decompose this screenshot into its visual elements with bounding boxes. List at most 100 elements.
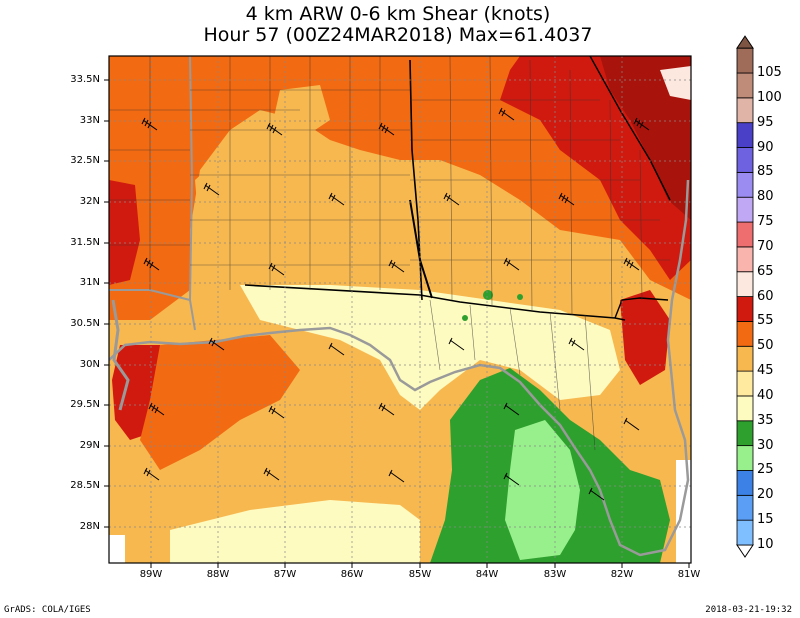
- chart-subtitle: Hour 57 (00Z24MAR2018) Max=61.4037: [203, 24, 593, 46]
- no-data-left: [109, 535, 125, 563]
- barb-row-6: [143, 467, 605, 501]
- shear-30-region: [505, 420, 580, 560]
- colorbar-tick-label: 35: [757, 412, 774, 428]
- colorbar-tick-label: 105: [757, 65, 782, 80]
- colorbar-segment: [736, 221, 754, 248]
- lon-label: 82W: [610, 569, 634, 580]
- coastline: [109, 179, 690, 557]
- state-border-fl-ga-east: [614, 297, 669, 319]
- colorbar-segment: [736, 519, 754, 546]
- footer-timestamp: 2018-03-21-19:32: [705, 605, 792, 615]
- chart-title: 4 km ARW 0-6 km Shear (knots): [245, 3, 551, 25]
- lat-label: 33N: [79, 115, 100, 126]
- colorbar-tick-label: 85: [757, 164, 774, 180]
- colorbar-segment: [736, 72, 754, 99]
- colorbar-tick-label: 95: [757, 114, 774, 130]
- shear-45-patch-ms: [195, 140, 480, 290]
- colorbar-tick-label: 75: [757, 214, 774, 230]
- state-border-ga-sc: [589, 56, 671, 201]
- lat-label: 29N: [79, 440, 100, 451]
- colorbar-tick-label: 10: [757, 537, 774, 552]
- colorbar-segment: [736, 445, 754, 471]
- lat-label: 31N: [79, 277, 100, 288]
- state-border-ms-al: [188, 56, 196, 331]
- colorbar-segment: [736, 395, 754, 422]
- colorbar-segment: [736, 345, 754, 372]
- colorbar-tick-label: 30: [757, 437, 774, 453]
- lon-label: 81W: [677, 569, 701, 580]
- colorbar-segment: [736, 370, 754, 397]
- colorbar-segment: [736, 494, 754, 521]
- shear-55-region-fl: [620, 290, 670, 385]
- shear-50-region-gulf: [140, 335, 300, 470]
- barb-row-3: [143, 257, 640, 276]
- colorbar-tick-label: 60: [757, 288, 774, 304]
- lat-label: 31.5N: [70, 237, 100, 248]
- colorbar-tick-label: 20: [757, 487, 774, 503]
- wind-barbs: [141, 107, 650, 501]
- colorbar-tick-label: 45: [757, 363, 774, 379]
- boundaries: [109, 56, 690, 557]
- shear-60-spot: [660, 66, 691, 100]
- lat-label: 32N: [79, 196, 100, 207]
- colorbar-segment: [736, 171, 754, 198]
- county-lines: [109, 56, 670, 451]
- colorbar-tick-label: 80: [757, 189, 774, 205]
- colorbar-segment: [736, 47, 754, 74]
- graticule: [109, 56, 691, 563]
- lat-label: 28.5N: [70, 480, 100, 491]
- shear-field: [109, 56, 691, 563]
- lat-label: 30.5N: [70, 318, 100, 329]
- lon-label: 86W: [340, 569, 364, 580]
- lat-label: 33.5N: [70, 74, 100, 85]
- shear-35-spot-1: [483, 290, 493, 300]
- river-west: [111, 299, 130, 411]
- colorbar-tick-label: 90: [757, 139, 774, 155]
- river-east: [409, 199, 433, 299]
- shear-35-spot-3: [462, 315, 468, 321]
- colorbar-tick-label: 55: [757, 313, 774, 329]
- colorbar-tick-label: 40: [757, 387, 774, 403]
- colorbar-segment: [736, 147, 754, 173]
- colorbar-segment: [736, 321, 754, 347]
- colorbar-tick-label: 15: [757, 512, 774, 528]
- colorbar-segment: [736, 97, 754, 124]
- state-border-fl: [244, 284, 626, 321]
- colorbar-segment: [736, 296, 754, 322]
- colorbar-end-high: [736, 35, 754, 49]
- barb-row-1: [141, 107, 650, 136]
- barb-row-4: [208, 337, 585, 356]
- colorbar: [736, 35, 754, 558]
- lon-label: 89W: [139, 569, 163, 580]
- shear-55-region-ne2: [600, 56, 691, 220]
- shear-55-region-west: [109, 180, 140, 285]
- axis-ticks: [104, 79, 690, 568]
- colorbar-segment: [736, 122, 754, 148]
- barb-row-2: [203, 182, 575, 206]
- lat-label: 29.5N: [70, 399, 100, 410]
- lat-label: 30N: [79, 359, 100, 370]
- colorbar-segment: [736, 271, 754, 297]
- colorbar-end-low: [736, 544, 754, 558]
- shear-40-region-south: [170, 500, 420, 563]
- footer-credit: GrADS: COLA/IGES: [4, 605, 91, 615]
- colorbar-segment: [736, 420, 754, 447]
- map-frame: [108, 55, 692, 564]
- colorbar-segment: [736, 246, 754, 273]
- colorbar-segment: [736, 196, 754, 223]
- colorbar-tick-label: 70: [757, 238, 774, 254]
- colorbar-tick-label: 25: [757, 462, 774, 478]
- barb-row-5: [148, 402, 640, 431]
- lon-label: 83W: [543, 569, 567, 580]
- lon-label: 85W: [408, 569, 432, 580]
- colorbar-tick-label: 65: [757, 263, 774, 279]
- shear-35-spot-2: [517, 294, 523, 300]
- shear-40-region: [240, 285, 620, 410]
- lat-label: 28N: [79, 521, 100, 532]
- colorbar-tick-label: 50: [757, 338, 774, 354]
- lat-label: 32.5N: [70, 155, 100, 166]
- lon-label: 84W: [475, 569, 499, 580]
- lon-label: 88W: [206, 569, 230, 580]
- colorbar-segment: [736, 470, 754, 496]
